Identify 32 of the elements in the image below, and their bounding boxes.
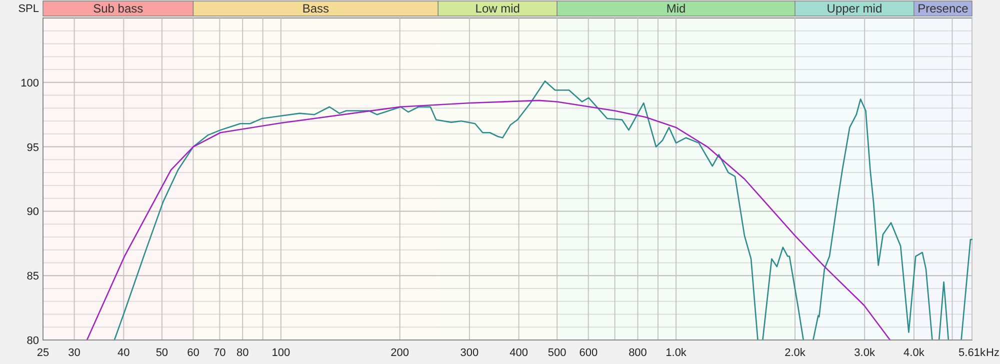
x-tick-label: 3.0k: [854, 347, 876, 359]
x-tick-label: 4.0k: [904, 347, 925, 359]
y-axis-title: SPL: [18, 3, 39, 15]
y-tick-label: 85: [26, 270, 39, 283]
x-tick-label: 25: [36, 347, 50, 359]
band-label: Mid: [666, 2, 686, 16]
band-label: Upper mid: [826, 2, 882, 16]
x-tick-label: 60: [187, 347, 200, 359]
x-tick-label: 400: [510, 347, 528, 359]
y-tick-label: 100: [20, 77, 39, 90]
band-label: Sub bass: [93, 2, 144, 16]
x-tick-label: 1.0k: [666, 347, 687, 359]
x-tick-label: 2.0k: [784, 347, 806, 359]
y-tick-label: 90: [26, 206, 39, 218]
x-tick-label: 800: [628, 347, 647, 359]
x-tick-label: 300: [460, 347, 479, 359]
band-label: Bass: [302, 2, 330, 16]
x-tick-label: 600: [579, 347, 598, 359]
band-label: Presence: [918, 2, 969, 16]
x-tick-label: 40: [118, 347, 130, 359]
x-tick-label: 5.61k: [958, 347, 986, 359]
x-tick-label: 70: [214, 347, 226, 359]
x-tick-label: 500: [548, 347, 566, 359]
band-label: Low mid: [475, 2, 520, 16]
y-tick-label: 95: [26, 142, 39, 154]
x-tick-label: 200: [390, 347, 410, 359]
x-axis-title: Hz: [986, 347, 1000, 359]
y-tick-label: 80: [26, 335, 39, 347]
x-tick-label: 80: [236, 347, 249, 359]
x-tick-label: 100: [272, 347, 290, 359]
x-tick-label: 50: [156, 347, 168, 359]
x-tick-label: 30: [68, 347, 80, 359]
